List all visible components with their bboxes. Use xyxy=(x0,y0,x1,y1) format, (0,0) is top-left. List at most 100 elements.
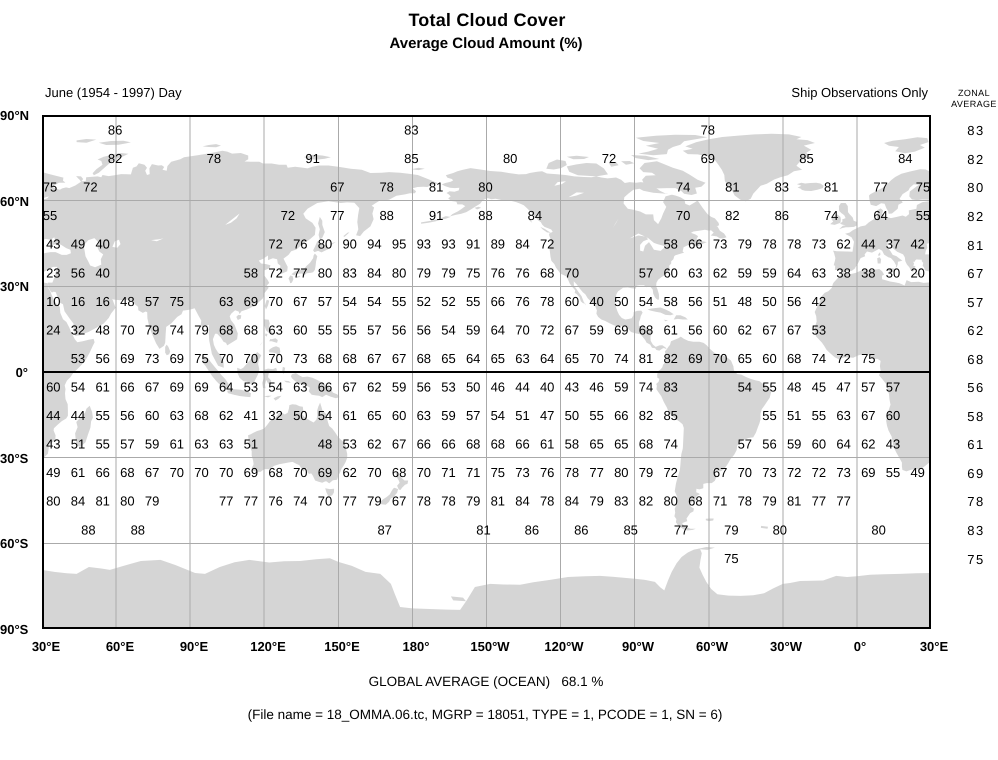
svg-text:91: 91 xyxy=(466,237,480,252)
svg-text:67: 67 xyxy=(861,408,875,423)
svg-text:70: 70 xyxy=(219,351,233,366)
svg-text:80: 80 xyxy=(773,522,787,537)
svg-text:24: 24 xyxy=(46,322,60,337)
svg-text:62: 62 xyxy=(367,437,381,452)
svg-text:49: 49 xyxy=(46,465,60,480)
svg-text:62: 62 xyxy=(219,408,233,423)
svg-text:61: 61 xyxy=(540,437,554,452)
svg-text:68: 68 xyxy=(688,494,702,509)
svg-text:73: 73 xyxy=(293,351,307,366)
svg-text:83: 83 xyxy=(775,180,789,195)
svg-text:74: 74 xyxy=(293,494,307,509)
svg-text:68: 68 xyxy=(244,322,258,337)
svg-text:57: 57 xyxy=(886,380,900,395)
svg-text:84: 84 xyxy=(367,265,381,280)
svg-text:44: 44 xyxy=(861,237,875,252)
svg-text:70: 70 xyxy=(120,322,134,337)
svg-text:57: 57 xyxy=(367,322,381,337)
svg-text:58: 58 xyxy=(663,294,677,309)
svg-text:42: 42 xyxy=(812,294,826,309)
svg-text:80: 80 xyxy=(478,180,492,195)
svg-text:55: 55 xyxy=(812,408,826,423)
svg-text:83: 83 xyxy=(663,380,677,395)
svg-text:84: 84 xyxy=(898,151,912,166)
svg-text:86: 86 xyxy=(108,123,122,138)
svg-text:63: 63 xyxy=(268,322,282,337)
svg-text:37: 37 xyxy=(886,237,900,252)
svg-text:76: 76 xyxy=(540,465,554,480)
svg-text:73: 73 xyxy=(145,351,159,366)
svg-text:55: 55 xyxy=(762,380,776,395)
svg-text:80: 80 xyxy=(663,494,677,509)
svg-text:60: 60 xyxy=(565,294,579,309)
svg-text:67: 67 xyxy=(145,465,159,480)
svg-text:79: 79 xyxy=(639,465,653,480)
svg-text:75: 75 xyxy=(861,351,875,366)
svg-text:57: 57 xyxy=(639,265,653,280)
svg-text:67: 67 xyxy=(713,465,727,480)
svg-text:70: 70 xyxy=(318,494,332,509)
svg-text:69: 69 xyxy=(170,351,184,366)
svg-text:75: 75 xyxy=(170,294,184,309)
svg-text:68: 68 xyxy=(120,465,134,480)
svg-text:69: 69 xyxy=(194,380,208,395)
svg-text:83: 83 xyxy=(614,494,628,509)
svg-text:55: 55 xyxy=(762,408,776,423)
svg-text:61: 61 xyxy=(342,408,356,423)
svg-text:56: 56 xyxy=(688,322,702,337)
svg-text:57: 57 xyxy=(861,380,875,395)
svg-text:62: 62 xyxy=(738,322,752,337)
svg-text:62: 62 xyxy=(367,380,381,395)
svg-text:38: 38 xyxy=(836,265,850,280)
svg-text:57: 57 xyxy=(318,294,332,309)
svg-text:66: 66 xyxy=(614,408,628,423)
svg-text:83: 83 xyxy=(404,123,418,138)
svg-text:70: 70 xyxy=(293,465,307,480)
svg-text:56: 56 xyxy=(417,380,431,395)
svg-text:70: 70 xyxy=(244,351,258,366)
svg-text:72: 72 xyxy=(268,265,282,280)
svg-text:49: 49 xyxy=(910,465,924,480)
svg-text:59: 59 xyxy=(589,322,603,337)
svg-text:54: 54 xyxy=(491,408,505,423)
svg-text:87: 87 xyxy=(377,522,391,537)
svg-text:38: 38 xyxy=(861,265,875,280)
svg-text:40: 40 xyxy=(95,265,109,280)
svg-text:72: 72 xyxy=(836,351,850,366)
svg-text:75: 75 xyxy=(491,465,505,480)
svg-text:70: 70 xyxy=(367,465,381,480)
svg-text:48: 48 xyxy=(787,380,801,395)
svg-text:48: 48 xyxy=(120,294,134,309)
svg-text:70: 70 xyxy=(589,351,603,366)
svg-text:68: 68 xyxy=(392,465,406,480)
svg-text:67: 67 xyxy=(762,322,776,337)
svg-text:44: 44 xyxy=(515,380,529,395)
svg-text:72: 72 xyxy=(281,208,295,223)
svg-text:68: 68 xyxy=(787,351,801,366)
svg-text:82: 82 xyxy=(725,208,739,223)
svg-text:67: 67 xyxy=(787,322,801,337)
svg-text:59: 59 xyxy=(392,380,406,395)
svg-text:44: 44 xyxy=(71,408,85,423)
svg-text:57: 57 xyxy=(738,437,752,452)
svg-text:40: 40 xyxy=(95,237,109,252)
svg-text:68: 68 xyxy=(639,322,653,337)
svg-text:63: 63 xyxy=(219,294,233,309)
svg-text:80: 80 xyxy=(46,494,60,509)
svg-text:64: 64 xyxy=(540,351,554,366)
svg-text:78: 78 xyxy=(787,237,801,252)
svg-text:64: 64 xyxy=(491,322,505,337)
svg-text:54: 54 xyxy=(318,408,332,423)
svg-text:85: 85 xyxy=(663,408,677,423)
svg-text:47: 47 xyxy=(540,408,554,423)
svg-text:54: 54 xyxy=(71,380,85,395)
svg-text:53: 53 xyxy=(244,380,258,395)
svg-text:88: 88 xyxy=(131,522,145,537)
svg-text:68: 68 xyxy=(318,351,332,366)
svg-text:64: 64 xyxy=(466,351,480,366)
svg-text:59: 59 xyxy=(145,437,159,452)
svg-text:56: 56 xyxy=(787,294,801,309)
svg-text:55: 55 xyxy=(95,408,109,423)
svg-text:77: 77 xyxy=(873,180,887,195)
svg-text:79: 79 xyxy=(724,522,738,537)
